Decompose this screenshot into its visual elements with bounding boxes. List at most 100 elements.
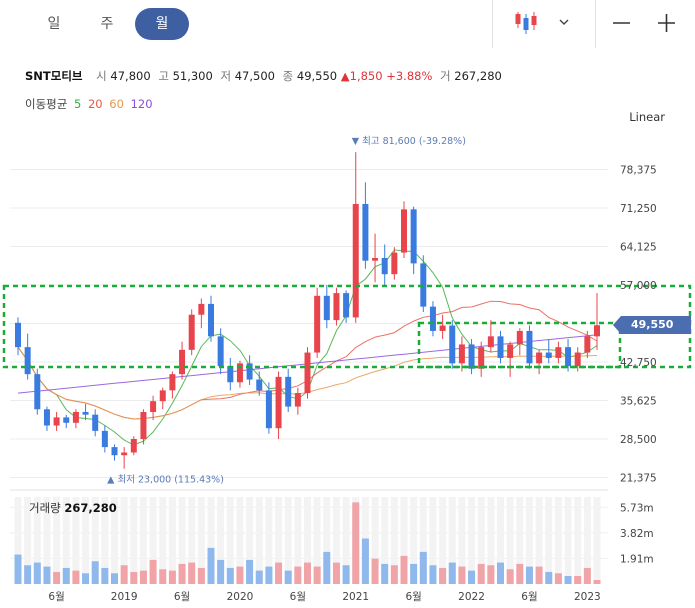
volume-column-bg	[506, 497, 514, 584]
tab-daily[interactable]: 일	[47, 16, 61, 32]
volume-bar	[53, 571, 61, 584]
candle-body	[294, 393, 301, 407]
volume-column-bg	[217, 497, 225, 584]
close-label: 종	[282, 69, 294, 83]
candle-body	[478, 347, 485, 369]
open-value: 47,800	[110, 69, 151, 83]
candle-body	[275, 376, 282, 429]
volume-bar	[24, 565, 32, 584]
volume-bar	[516, 563, 524, 584]
candle-body	[169, 374, 176, 391]
ma-60[interactable]: 60	[109, 97, 124, 111]
volume-column-bg	[188, 497, 196, 584]
ma-5[interactable]: 5	[73, 97, 82, 111]
volume-bar	[593, 579, 601, 584]
candle-body	[53, 417, 60, 426]
volume-column-bg	[342, 497, 350, 584]
volume-bar	[332, 562, 340, 584]
scale-mode-toggle[interactable]: Linear	[629, 110, 665, 124]
volume-column-bg	[525, 497, 533, 584]
quote-summary: SNT모티브 시 47,800 고 51,300 저 47,500 종 49,5…	[25, 68, 502, 84]
y-tick-label: 21,375	[620, 473, 657, 485]
candle-body	[420, 263, 427, 307]
volume-panel-label: 거래량 267,280	[29, 500, 117, 516]
volume-column-bg	[24, 497, 32, 584]
volume-column-bg	[236, 497, 244, 584]
x-tick-label: 2022	[458, 591, 485, 603]
candle-body	[458, 344, 465, 364]
volume-column-bg	[477, 497, 485, 584]
candle-body	[246, 363, 253, 380]
volume-bar	[91, 561, 99, 584]
candle-body	[198, 303, 205, 315]
volume-column-bg	[226, 497, 234, 584]
volume-column-bg	[265, 497, 273, 584]
candle-body	[101, 430, 108, 448]
zoom-out-button[interactable]	[605, 0, 639, 48]
volume-column-bg	[168, 497, 176, 584]
tab-weekly[interactable]: 주	[100, 16, 114, 32]
volume-tick-label: 5.73m	[620, 502, 654, 514]
volume-bar	[313, 566, 321, 584]
stock-name: SNT모티브	[25, 69, 83, 83]
candle-body	[121, 452, 128, 456]
volume-bar	[458, 566, 466, 584]
minus-icon	[613, 22, 630, 24]
volume-column-bg	[53, 497, 61, 584]
x-tick-label: 6월	[521, 591, 537, 603]
candle-body	[63, 417, 70, 423]
open-label: 시	[96, 69, 107, 83]
candle-body	[516, 330, 523, 345]
volume-bar	[246, 559, 254, 584]
candle-body	[574, 352, 581, 367]
tab-monthly[interactable]: 월	[135, 8, 189, 40]
volume-column-bg	[139, 497, 147, 584]
volume-bar	[304, 562, 311, 584]
candle-body	[323, 295, 330, 321]
x-tick-label: 6월	[48, 591, 64, 603]
volume-column-bg	[101, 497, 109, 584]
current-price-tag: 49,550	[613, 316, 691, 334]
volume-column-bg	[197, 497, 205, 584]
volume-bar	[419, 551, 427, 584]
volume-column-bg	[33, 497, 41, 584]
volume-bar	[197, 567, 205, 584]
volume-bar	[33, 562, 41, 584]
low-value: 47,500	[234, 69, 275, 83]
candle-body	[208, 303, 214, 337]
volume-bar	[62, 567, 70, 584]
change-value: ▲1,850	[340, 69, 383, 83]
volume-label: 거	[440, 69, 451, 83]
chart-type-button[interactable]	[505, 0, 580, 48]
volume-bar	[82, 573, 90, 584]
candle-body	[82, 411, 89, 415]
x-tick-label: 6월	[405, 591, 421, 603]
candle-body	[130, 439, 137, 453]
chevron-down-icon	[559, 19, 569, 25]
volume-bar	[188, 562, 196, 584]
volume-column-bg	[439, 497, 447, 584]
candle-body	[43, 409, 50, 426]
volume-bar	[439, 567, 447, 584]
volume-bar	[275, 562, 283, 584]
volume-bar	[381, 563, 389, 584]
toolbar-divider	[492, 0, 493, 48]
volume-column-bg	[429, 497, 437, 584]
candle-body	[439, 325, 446, 331]
candle-body	[507, 344, 514, 358]
volume-column-bg	[111, 497, 118, 584]
zoom-in-button[interactable]	[649, 0, 683, 48]
volume-column-bg	[371, 497, 379, 584]
volume-bar	[342, 565, 350, 584]
volume-column-bg	[304, 497, 311, 584]
volume-bar	[139, 570, 147, 584]
ma-120[interactable]: 120	[130, 97, 153, 111]
ma-20[interactable]: 20	[87, 97, 103, 111]
highlight-box-recent	[417, 321, 622, 369]
volume-column-bg	[564, 497, 572, 584]
volume-tick-label: 1.91m	[620, 553, 654, 565]
volume-bar	[236, 566, 244, 584]
volume-column-bg	[419, 497, 427, 584]
volume-bar	[574, 575, 582, 584]
